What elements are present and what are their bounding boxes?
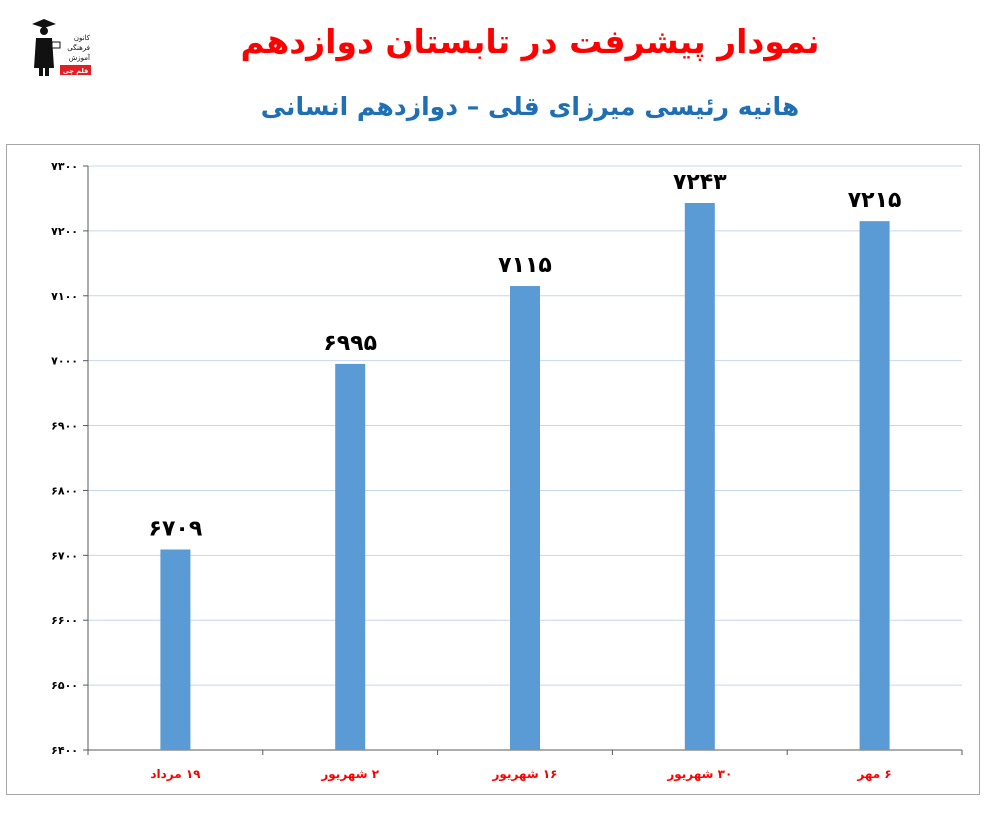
logo-line-2: فرهنگی xyxy=(67,43,90,52)
data-label: ۶۹۹۵ xyxy=(323,331,377,356)
logo-line-3: آموزش xyxy=(69,53,91,62)
data-label: ۷۲۱۵ xyxy=(848,188,902,213)
bar xyxy=(335,363,366,750)
x-tick-label: ۳۰ شهریور xyxy=(666,767,732,782)
data-label: ۷۲۴۳ xyxy=(673,170,727,195)
chart-frame xyxy=(6,144,980,795)
x-tick-label: ۱۹ مرداد xyxy=(150,767,201,781)
y-tick-label: ۷۰۰۰ xyxy=(51,355,78,368)
data-label: ۷۱۱۵ xyxy=(498,253,552,278)
data-label: ۶۷۰۹ xyxy=(149,516,203,541)
y-tick-label: ۷۲۰۰ xyxy=(51,225,78,238)
page-subtitle: هانیه رئیسی میرزای قلی – دوازدهم انسانی xyxy=(260,92,800,121)
page-title: نمودار پیشرفت در تابستان دوازدهم xyxy=(240,22,820,61)
y-tick-label: ۶۵۰۰ xyxy=(51,679,78,692)
logo-badge-text: قلم چی xyxy=(63,67,89,75)
y-tick-label: ۶۸۰۰ xyxy=(51,484,78,497)
y-tick-label: ۶۷۰۰ xyxy=(51,549,78,562)
graduate-figure-icon xyxy=(32,19,61,76)
y-tick-label: ۷۱۰۰ xyxy=(51,290,78,303)
bar xyxy=(859,221,890,751)
bar xyxy=(160,549,191,750)
logo: کانون فرهنگی آموزش قلم چی xyxy=(32,19,91,76)
x-tick-label: ۶ مهر xyxy=(856,767,891,781)
logo-line-1: کانون xyxy=(74,34,91,42)
y-tick-label: ۶۴۰۰ xyxy=(51,744,78,757)
y-tick-label: ۷۳۰۰ xyxy=(51,160,78,173)
logo-badge xyxy=(60,65,91,75)
x-tick-label: ۲ شهریور xyxy=(320,767,379,782)
x-tick-label: ۱۶ شهریور xyxy=(492,767,558,782)
y-tick-label: ۶۹۰۰ xyxy=(51,420,78,433)
bar xyxy=(684,202,715,750)
bar xyxy=(510,286,540,750)
y-tick-label: ۶۶۰۰ xyxy=(51,614,78,627)
